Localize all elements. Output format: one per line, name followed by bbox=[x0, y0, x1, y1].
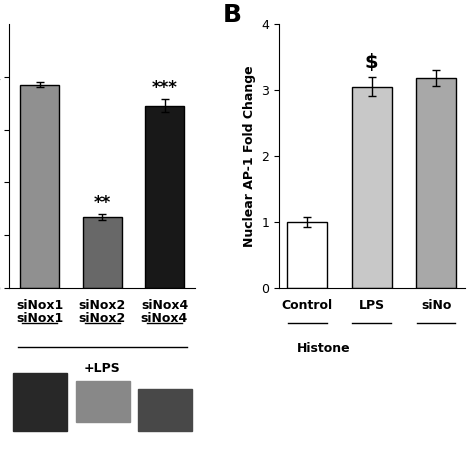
Text: siNox2: siNox2 bbox=[79, 299, 126, 312]
Bar bbox=[20, 84, 59, 288]
Bar bbox=[137, 389, 192, 430]
Text: siNox2: siNox2 bbox=[79, 312, 126, 325]
Text: siNox4: siNox4 bbox=[141, 312, 188, 325]
Bar bbox=[83, 217, 122, 288]
Bar bbox=[76, 381, 130, 422]
Bar bbox=[146, 106, 184, 288]
Text: Histone: Histone bbox=[297, 342, 351, 355]
Bar bbox=[416, 78, 456, 288]
Text: +LPS: +LPS bbox=[84, 363, 121, 375]
Text: siNox1: siNox1 bbox=[17, 312, 64, 325]
Bar bbox=[13, 373, 67, 430]
Text: B: B bbox=[223, 2, 242, 27]
Text: Control: Control bbox=[282, 299, 333, 312]
Text: siNox4: siNox4 bbox=[141, 299, 189, 312]
Bar bbox=[287, 222, 327, 288]
Y-axis label: Nuclear AP-1 Fold Change: Nuclear AP-1 Fold Change bbox=[243, 65, 255, 247]
Text: ***: *** bbox=[152, 79, 178, 97]
Text: **: ** bbox=[94, 193, 111, 211]
Text: siNo: siNo bbox=[421, 299, 451, 312]
Text: siNox1: siNox1 bbox=[16, 299, 64, 312]
Text: $: $ bbox=[365, 53, 378, 72]
Bar bbox=[352, 87, 392, 288]
Text: LPS: LPS bbox=[359, 299, 385, 312]
